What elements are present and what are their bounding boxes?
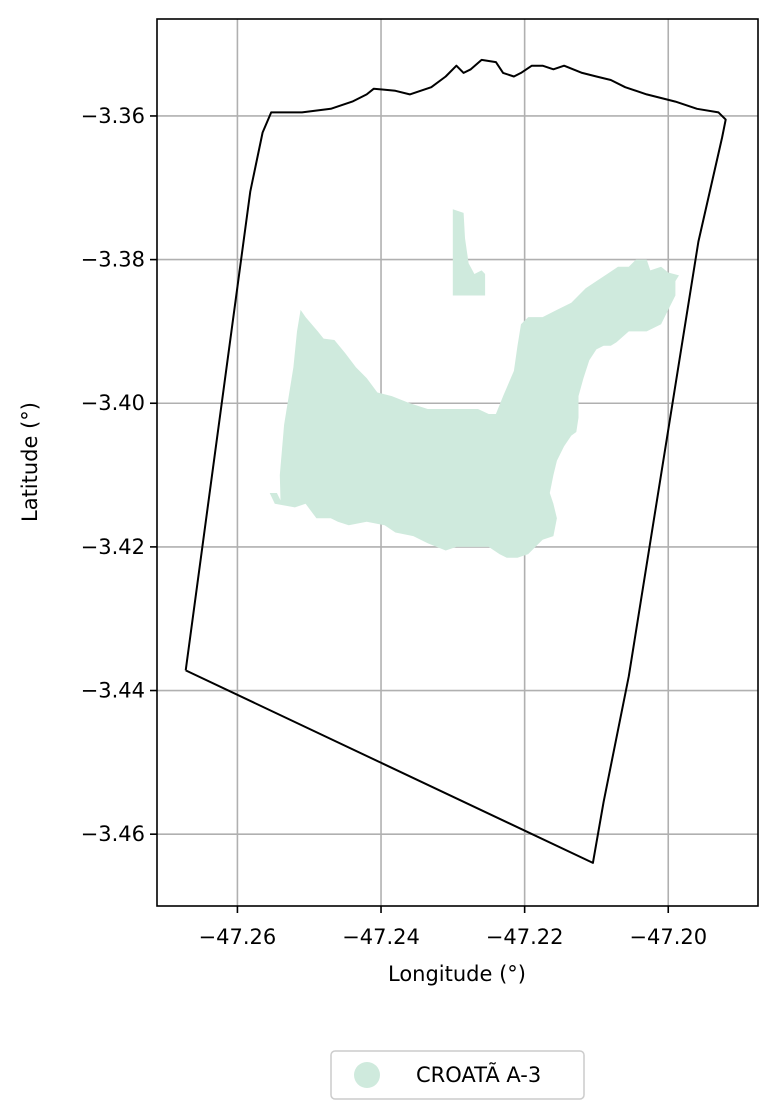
legend-marker-croata-a-3 <box>354 1062 380 1088</box>
y-tick-label-5: −3.46 <box>81 822 145 846</box>
x-tick-label-0: −47.26 <box>199 925 277 949</box>
y-tick-label-4: −3.44 <box>81 679 145 703</box>
y-tick-label-1: −3.38 <box>81 248 145 272</box>
x-tick-label-1: −47.24 <box>342 925 420 949</box>
region-croata-a-3-part-0 <box>452 209 486 296</box>
legend-label: CROATÃ A-3 <box>416 1061 541 1087</box>
y-tick-label-0: −3.36 <box>81 104 145 128</box>
plot-frame <box>156 18 759 907</box>
boundary-outline <box>184 58 727 864</box>
y-tick-label-3: −3.42 <box>81 535 145 559</box>
axis-ticks: −47.26 −47.24 −47.22 −47.20 −3.36 −3.38 −3.40 −… <box>81 104 707 949</box>
region-croata-a-3-part-1 <box>269 259 679 558</box>
legend-box <box>330 1050 585 1100</box>
x-tick-label-2: −47.22 <box>486 925 564 949</box>
map-regions <box>269 209 679 558</box>
x-axis-title: Longitude (°) <box>388 962 526 986</box>
y-axis-title: Latitude (°) <box>18 402 42 522</box>
y-tick-label-2: −3.40 <box>81 391 145 415</box>
study-area-boundary <box>184 58 727 864</box>
x-tick-label-3: −47.20 <box>629 925 707 949</box>
legend: CROATÃ A-3 <box>330 1050 585 1100</box>
